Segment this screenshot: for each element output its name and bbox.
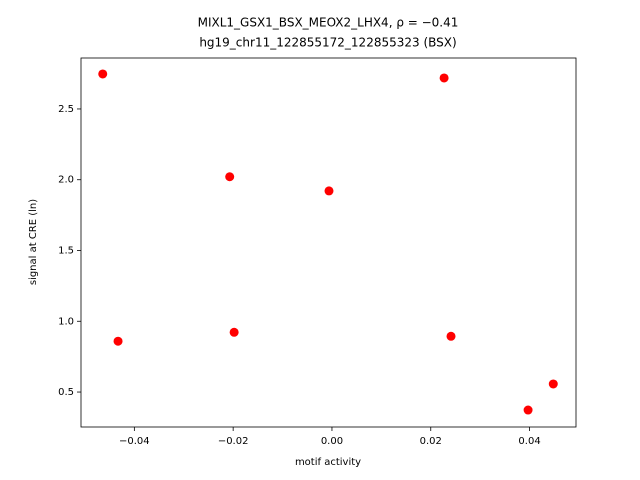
- point: [446, 331, 456, 341]
- point: [98, 69, 108, 79]
- y-tick-label: 1.0: [58, 316, 74, 327]
- chart-subtitle: hg19_chr11_122855172_122855323 (BSX): [199, 36, 456, 50]
- point: [225, 172, 235, 182]
- y-axis-label: signal at CRE (ln): [28, 199, 39, 285]
- point: [548, 379, 558, 389]
- point: [324, 186, 334, 196]
- x-tick-label: −0.04: [119, 436, 150, 447]
- x-tick-label: 0.00: [321, 436, 343, 447]
- point: [439, 73, 449, 83]
- point: [523, 405, 533, 415]
- x-tick-label: 0.04: [518, 436, 540, 447]
- point: [229, 327, 239, 337]
- x-tick-label: 0.02: [420, 436, 442, 447]
- y-tick-label: 0.5: [58, 387, 74, 398]
- y-tick-label: 2.5: [58, 104, 74, 115]
- x-axis-label: motif activity: [295, 457, 361, 468]
- y-tick-label: 1.5: [58, 245, 74, 256]
- chart-title: MIXL1_GSX1_BSX_MEOX2_LHX4, ρ = −0.41: [198, 16, 459, 30]
- x-tick-label: −0.02: [218, 436, 249, 447]
- y-tick-label: 2.0: [58, 175, 74, 186]
- plot-frame: [80, 57, 577, 428]
- point: [113, 336, 123, 346]
